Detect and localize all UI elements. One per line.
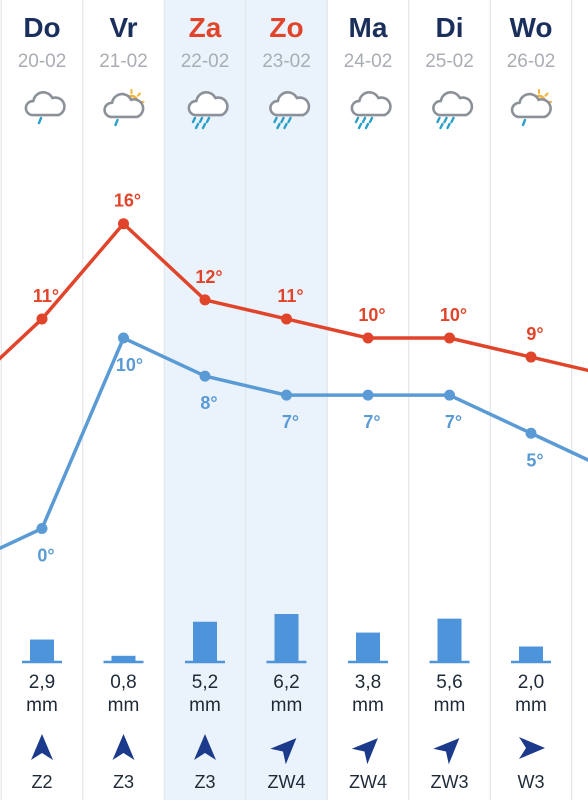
day-date: 26-02 bbox=[506, 51, 556, 72]
precip-bar bbox=[111, 655, 136, 662]
precip-bar bbox=[519, 646, 543, 662]
cloud-heavy-rain-icon bbox=[350, 91, 392, 130]
cloud-heavy-rain-icon bbox=[187, 91, 229, 130]
cloud-heavy-rain-icon bbox=[269, 91, 311, 130]
day-date: 22-02 bbox=[180, 51, 230, 72]
max-temp-point bbox=[444, 332, 455, 344]
min-temp-point bbox=[444, 389, 455, 401]
precip-unit: mm bbox=[189, 695, 221, 716]
day-date: 20-02 bbox=[17, 51, 67, 72]
max-temp-point bbox=[199, 294, 211, 306]
precip-bar bbox=[437, 618, 462, 662]
min-temp-point bbox=[525, 427, 537, 439]
precip-unit: mm bbox=[107, 695, 140, 716]
min-temp-point bbox=[199, 370, 211, 382]
wind-direction-icon bbox=[351, 738, 378, 765]
cloud-drizzle-icon bbox=[24, 91, 66, 125]
precip-unit: mm bbox=[433, 695, 466, 716]
precip-bar bbox=[193, 621, 217, 662]
precip-amount: 3,8 bbox=[354, 672, 382, 693]
cloud-heavy-rain-icon bbox=[432, 91, 474, 130]
precip-amount: 2,0 bbox=[517, 672, 545, 693]
day-date: 25-02 bbox=[425, 51, 474, 72]
min-temp-point bbox=[281, 389, 292, 401]
min-temp-label: 7° bbox=[282, 412, 299, 432]
max-temp-label: 16° bbox=[114, 191, 141, 211]
day-name: Ma bbox=[348, 12, 388, 43]
wind-direction-icon bbox=[31, 734, 53, 760]
precip-unit: mm bbox=[26, 695, 58, 716]
max-temp-point bbox=[36, 313, 48, 325]
wind-label: ZW4 bbox=[267, 772, 306, 792]
wind-label: ZW4 bbox=[349, 772, 387, 792]
precip-bar bbox=[30, 639, 54, 662]
wind-direction-icon bbox=[112, 734, 135, 760]
wind-direction-icon bbox=[194, 734, 216, 760]
wind-direction-icon bbox=[433, 738, 460, 765]
day-name: Di bbox=[435, 12, 464, 43]
min-temp-label: 7° bbox=[445, 412, 462, 432]
day-name: Vr bbox=[109, 12, 138, 43]
max-temp-label: 11° bbox=[33, 286, 59, 306]
min-temp-point bbox=[36, 523, 48, 534]
min-temp-point bbox=[118, 332, 129, 344]
max-temp-point bbox=[281, 313, 292, 325]
min-temp-point bbox=[362, 389, 374, 401]
precip-amount: 0,8 bbox=[110, 672, 137, 693]
precip-unit: mm bbox=[515, 695, 547, 716]
precip-amount: 5,2 bbox=[191, 672, 219, 693]
min-temp-label: 5° bbox=[526, 450, 543, 470]
wind-direction-icon bbox=[519, 737, 545, 759]
max-temp-point bbox=[525, 351, 537, 363]
day-date: 23-02 bbox=[262, 51, 311, 72]
day-name: Za bbox=[188, 12, 222, 43]
max-temp-point bbox=[118, 218, 129, 230]
precip-amount: 5,6 bbox=[436, 672, 463, 693]
wind-label: ZW3 bbox=[430, 772, 469, 792]
max-temp-label: 9° bbox=[526, 324, 543, 344]
max-temp-point bbox=[362, 332, 374, 344]
precip-bar bbox=[356, 632, 380, 662]
precip-amount: 6,2 bbox=[273, 672, 300, 693]
day-name: Do bbox=[23, 12, 61, 43]
precip-bar bbox=[274, 614, 299, 662]
wind-label: Z2 bbox=[31, 772, 53, 792]
max-temp-label: 10° bbox=[440, 305, 467, 325]
precip-unit: mm bbox=[352, 695, 384, 716]
wind-label: W3 bbox=[517, 772, 545, 792]
max-temp-label: 10° bbox=[358, 305, 385, 325]
sun-cloud-rain-icon bbox=[510, 89, 552, 127]
wind-label: Z3 bbox=[194, 772, 216, 792]
wind-label: Z3 bbox=[112, 772, 134, 792]
min-temp-label: 8° bbox=[200, 393, 217, 413]
sun-cloud-rain-icon bbox=[103, 89, 145, 127]
precip-amount: 2,9 bbox=[28, 672, 56, 693]
max-temp-label: 12° bbox=[195, 267, 222, 287]
day-date: 21-02 bbox=[99, 51, 148, 72]
day-name: Wo bbox=[509, 12, 553, 43]
day-date: 24-02 bbox=[343, 51, 393, 72]
min-temp-label: 0° bbox=[37, 546, 54, 566]
max-temp-label: 11° bbox=[277, 286, 303, 306]
day-name: Zo bbox=[269, 12, 304, 43]
min-temp-label: 10° bbox=[116, 355, 143, 375]
precip-unit: mm bbox=[270, 695, 303, 716]
wind-direction-icon bbox=[270, 738, 297, 765]
min-temp-label: 7° bbox=[363, 412, 380, 432]
